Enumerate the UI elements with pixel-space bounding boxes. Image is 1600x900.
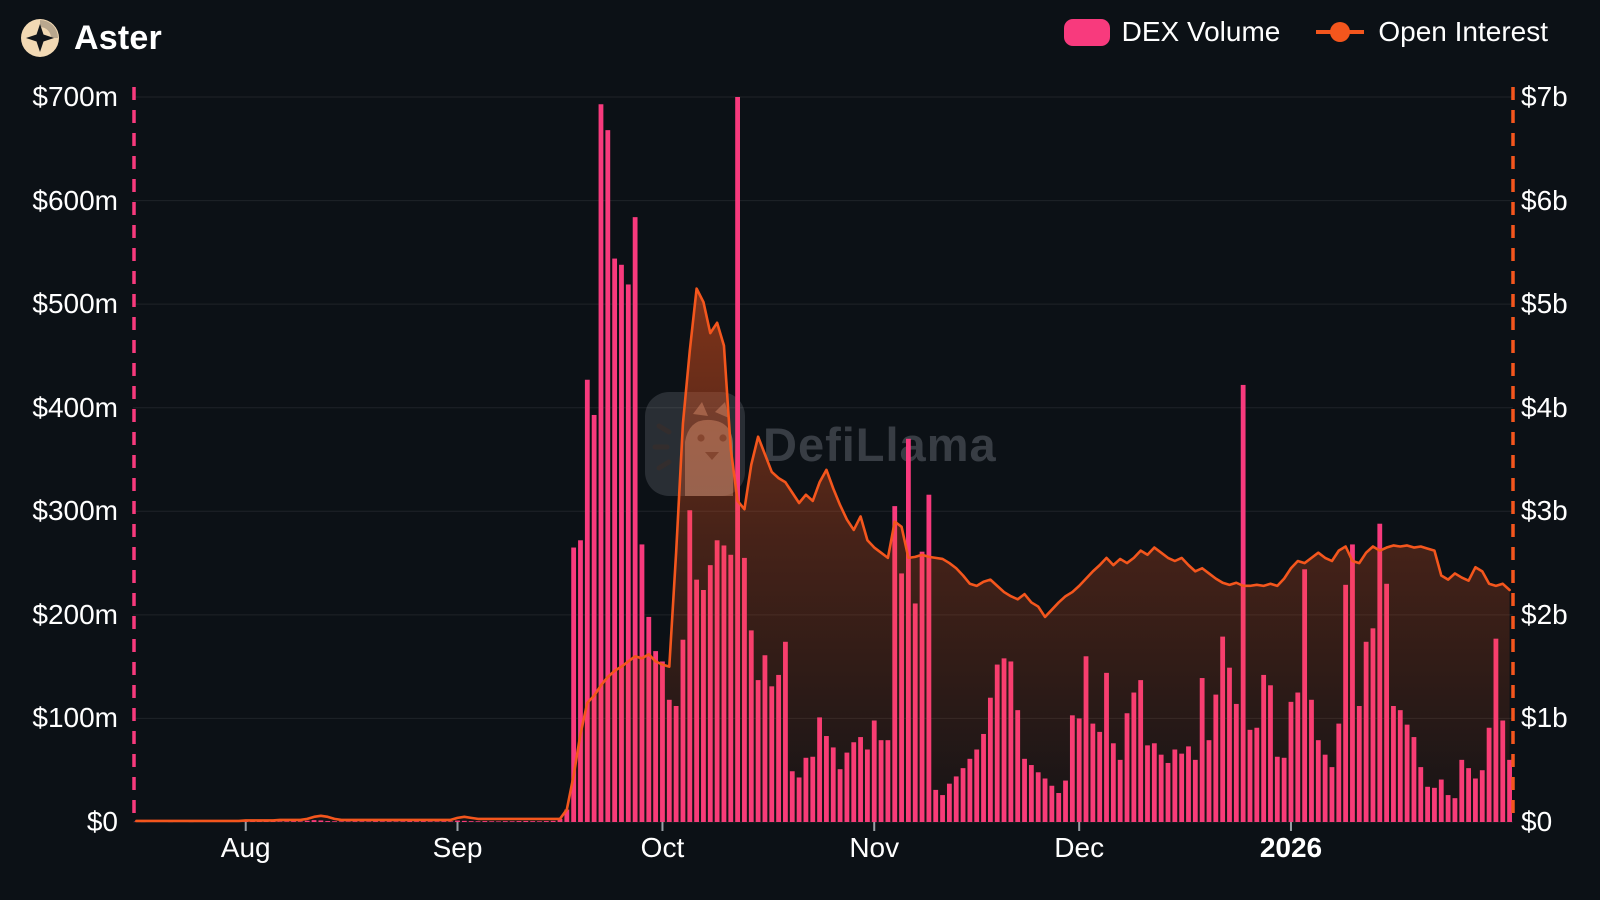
dex-volume-bar[interactable] xyxy=(598,104,604,822)
dex-volume-bar[interactable] xyxy=(584,379,590,822)
right-axis-tick-label: $5b xyxy=(1521,288,1568,320)
dex-volume-bar[interactable] xyxy=(612,258,618,823)
x-axis-month-label: Aug xyxy=(220,832,271,863)
page-title: Aster xyxy=(74,18,162,57)
right-axis-tick-label: $3b xyxy=(1521,495,1568,527)
x-axis-month-label: Oct xyxy=(640,832,685,863)
right-axis-tick-label: $2b xyxy=(1521,598,1568,630)
left-axis-tick-label: $200m xyxy=(32,598,118,630)
dex-volume-bar[interactable] xyxy=(735,97,741,822)
chart-legend: DEX Volume Open Interest xyxy=(1063,16,1548,48)
x-axis-month-label: Dec xyxy=(1054,832,1105,863)
right-axis-tick-label: $7b xyxy=(1521,81,1568,112)
dex-volume-bar[interactable] xyxy=(571,547,577,822)
dex-volume-bar[interactable] xyxy=(605,130,611,823)
right-axis-tick-label: $1b xyxy=(1521,702,1568,734)
left-axis-tick-label: $300m xyxy=(32,495,118,527)
left-axis-tick-label: $600m xyxy=(32,184,118,216)
right-axis-tick-label: $0 xyxy=(1521,806,1553,837)
dex-volume-bar[interactable] xyxy=(632,217,638,823)
left-axis-tick-label: $100m xyxy=(32,702,118,734)
x-axis-month-label: Sep xyxy=(432,832,483,863)
left-axis-tick-label: $700m xyxy=(32,81,118,112)
dex-volume-bar[interactable] xyxy=(625,284,631,822)
dex-volume-bar[interactable] xyxy=(619,264,624,822)
chart-header: Aster xyxy=(20,18,162,58)
legend-item-open-interest[interactable]: Open Interest xyxy=(1314,16,1548,48)
left-axis-tick-label: $0 xyxy=(86,806,118,837)
legend-item-dex-volume[interactable]: DEX Volume xyxy=(1063,16,1281,48)
right-axis-tick-label: $6b xyxy=(1521,184,1568,216)
dex-volume-swatch-icon xyxy=(1063,18,1110,46)
open-interest-marker-icon xyxy=(1316,22,1365,42)
x-axis-month-label: Nov xyxy=(849,832,900,863)
right-axis-tick-label: $4b xyxy=(1521,391,1568,423)
dex-volume-bar[interactable] xyxy=(1507,759,1512,822)
dex-volume-bar[interactable] xyxy=(591,414,597,822)
legend-label-dex-volume: DEX Volume xyxy=(1121,16,1281,47)
left-axis-tick-label: $500m xyxy=(32,288,118,320)
x-axis-month-label: 2026 xyxy=(1259,832,1323,863)
aster-logo-icon xyxy=(21,19,59,57)
left-axis-tick-label: $400m xyxy=(32,391,118,423)
dex-volume-bar[interactable] xyxy=(578,540,583,822)
open-interest-area xyxy=(136,288,1510,822)
legend-label-open-interest: Open Interest xyxy=(1378,16,1548,47)
open-interest-line[interactable] xyxy=(135,287,1511,823)
